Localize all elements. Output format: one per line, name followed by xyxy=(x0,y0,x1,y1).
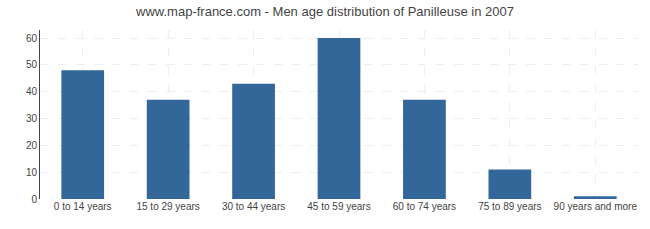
svg-text:30: 30 xyxy=(26,113,38,124)
svg-text:10: 10 xyxy=(26,167,38,178)
svg-text:www.map-france.com - Men age d: www.map-france.com - Men age distributio… xyxy=(135,4,514,19)
svg-text:20: 20 xyxy=(26,140,38,151)
svg-text:15 to 29 years: 15 to 29 years xyxy=(136,201,199,212)
svg-text:50: 50 xyxy=(26,59,38,70)
svg-text:40: 40 xyxy=(26,86,38,97)
svg-text:60 to 74 years: 60 to 74 years xyxy=(393,201,456,212)
svg-text:0 to 14 years: 0 to 14 years xyxy=(54,201,112,212)
svg-text:75 to 89 years: 75 to 89 years xyxy=(478,201,541,212)
svg-text:60: 60 xyxy=(26,33,38,44)
svg-text:0: 0 xyxy=(31,194,37,205)
svg-text:90 years and more: 90 years and more xyxy=(554,201,638,212)
svg-text:30 to 44 years: 30 to 44 years xyxy=(222,201,285,212)
svg-text:45 to 59 years: 45 to 59 years xyxy=(307,201,370,212)
